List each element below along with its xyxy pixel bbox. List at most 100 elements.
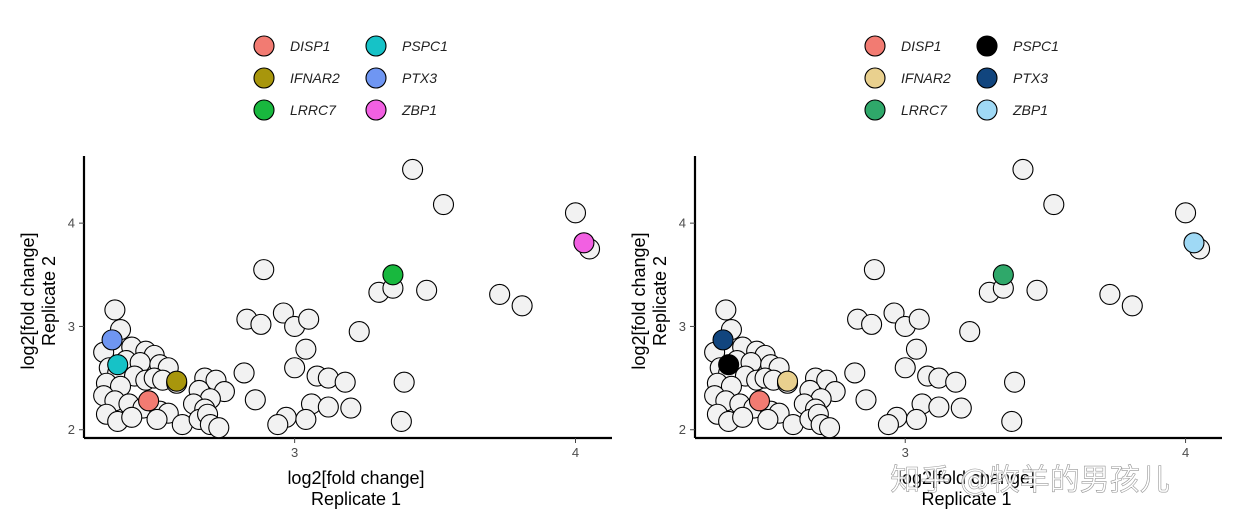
- background-point: [905, 408, 928, 430]
- background-point: [348, 321, 370, 343]
- background-point: [250, 313, 272, 335]
- y-tick-label: 3: [68, 319, 75, 334]
- background-point: [844, 362, 866, 384]
- y-tick-label: 2: [679, 422, 686, 437]
- background-point: [402, 158, 424, 180]
- legend-label-zbp1: ZBP1: [1012, 102, 1048, 118]
- legend-label-lrrc7: LRRC7: [901, 102, 948, 118]
- highlight-point-disp1: [138, 390, 160, 412]
- watermark-text: 知乎 @牧羊的男孩儿: [890, 463, 1170, 498]
- background-point: [877, 414, 899, 436]
- legend-label-disp1: DISP1: [290, 38, 330, 54]
- background-point: [416, 279, 438, 301]
- x-axis-title: log2[fold change]: [287, 468, 424, 488]
- legend-label-ifnar2: IFNAR2: [290, 70, 340, 86]
- background-point: [334, 371, 356, 393]
- background-point: [432, 193, 455, 216]
- highlight-point-zbp1: [573, 232, 595, 254]
- highlight-point-pspc1: [107, 354, 129, 376]
- background-point: [863, 259, 885, 281]
- y-axis-title: log2[fold change]: [18, 232, 38, 369]
- y-tick-label: 4: [679, 216, 686, 231]
- background-point: [894, 357, 916, 379]
- x-axis-title: Replicate 1: [921, 489, 1011, 509]
- legend-label-ifnar2: IFNAR2: [901, 70, 951, 86]
- highlight-point-lrrc7: [992, 264, 1014, 286]
- legend-key-pspc1: [365, 35, 387, 57]
- background-point: [267, 414, 289, 436]
- background-point: [253, 259, 275, 281]
- background-point: [1026, 279, 1048, 301]
- highlight-point-lrrc7: [382, 264, 404, 286]
- x-axis-title: Replicate 1: [311, 489, 401, 509]
- background-point: [317, 396, 339, 418]
- background-point: [1175, 202, 1197, 224]
- background-point: [284, 357, 306, 379]
- y-tick-label: 4: [68, 216, 75, 231]
- background-point: [1121, 295, 1143, 317]
- background-point: [905, 338, 928, 360]
- y-axis-title: log2[fold change]: [629, 232, 649, 369]
- background-point: [861, 313, 883, 335]
- background-point: [928, 396, 950, 418]
- background-point: [121, 406, 143, 428]
- highlight-point-ptx3: [101, 329, 123, 351]
- background-point: [1043, 193, 1065, 216]
- legend-label-disp1: DISP1: [901, 38, 941, 54]
- highlight-point-zbp1: [1183, 232, 1205, 254]
- background-point: [298, 308, 320, 330]
- background-point: [489, 283, 511, 305]
- background-point: [146, 408, 168, 430]
- legend-key-disp1: [864, 35, 886, 57]
- background-point: [564, 202, 587, 224]
- background-point: [959, 321, 981, 343]
- x-tick-label: 4: [572, 445, 579, 460]
- legend-label-lrrc7: LRRC7: [290, 102, 337, 118]
- background-point: [244, 389, 266, 411]
- background-point: [732, 406, 754, 428]
- x-axis-title: log2[fold change]: [898, 468, 1035, 488]
- background-point: [104, 299, 126, 321]
- legend-key-ptx3: [976, 67, 998, 89]
- legend-key-ifnar2: [253, 67, 275, 89]
- background-point: [1001, 410, 1023, 433]
- y-tick-label: 2: [68, 422, 75, 437]
- background-point: [1004, 371, 1026, 393]
- background-point: [511, 295, 533, 317]
- legend-label-pspc1: PSPC1: [1013, 38, 1059, 54]
- background-point: [1099, 283, 1121, 305]
- legend-key-lrrc7: [864, 99, 886, 121]
- background-point: [950, 397, 972, 419]
- x-tick-label: 3: [902, 445, 909, 460]
- legend-key-ifnar2: [864, 67, 886, 89]
- background-point: [208, 417, 230, 439]
- background-point: [233, 362, 255, 384]
- y-axis-title: Replicate 2: [39, 256, 59, 346]
- background-point: [393, 371, 415, 393]
- legend-key-pspc1: [976, 35, 998, 57]
- legend-label-ptx3: PTX3: [402, 70, 437, 86]
- legend-label-ptx3: PTX3: [1013, 70, 1048, 86]
- highlight-point-ifnar2: [166, 370, 188, 392]
- legend-key-disp1: [253, 35, 275, 57]
- legend-key-zbp1: [365, 99, 387, 121]
- background-point: [945, 371, 967, 393]
- legend-key-lrrc7: [253, 99, 275, 121]
- background-point: [855, 389, 877, 411]
- legend-label-pspc1: PSPC1: [402, 38, 448, 54]
- legend-key-ptx3: [365, 67, 387, 89]
- x-tick-label: 4: [1182, 445, 1189, 460]
- highlight-point-pspc1: [718, 354, 740, 376]
- highlight-point-disp1: [748, 390, 771, 412]
- legend-key-zbp1: [976, 99, 998, 121]
- highlight-point-ptx3: [712, 329, 734, 351]
- background-point: [819, 417, 841, 439]
- background-point: [295, 408, 317, 430]
- background-point: [757, 408, 779, 430]
- x-tick-label: 3: [291, 445, 298, 460]
- y-axis-title: Replicate 2: [650, 256, 670, 346]
- background-point: [715, 299, 737, 321]
